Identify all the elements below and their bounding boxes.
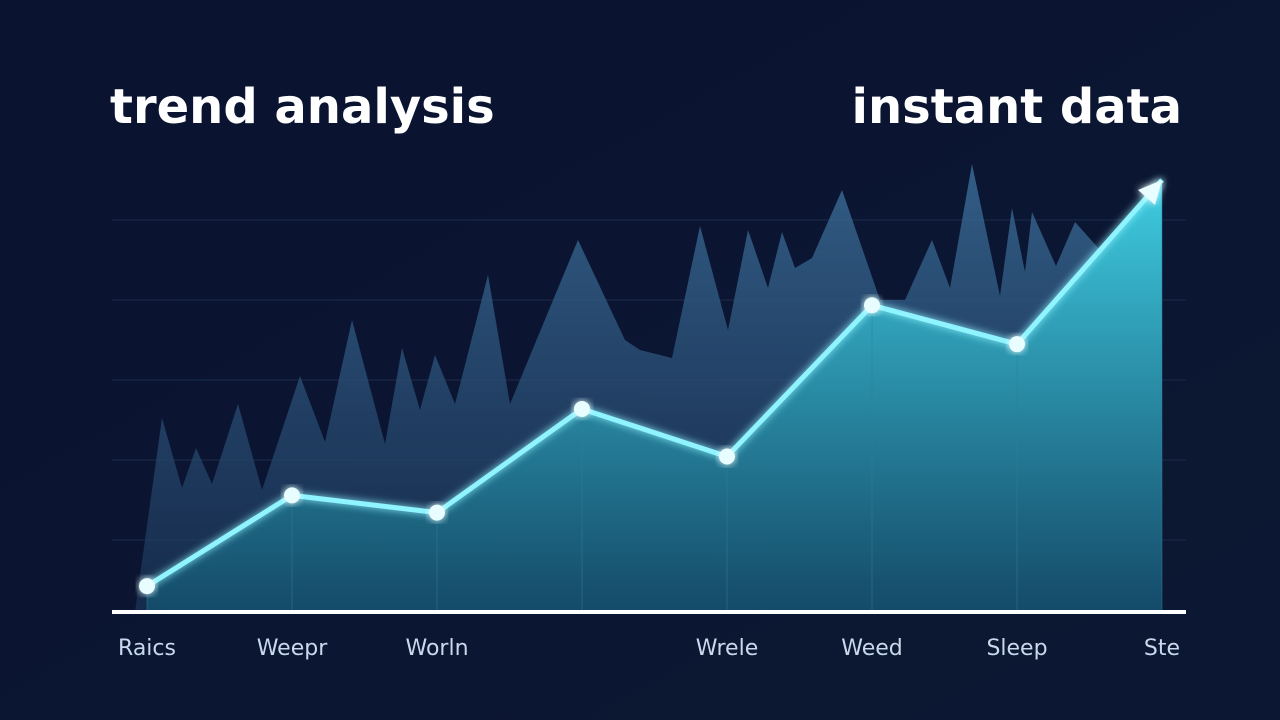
x-tick-label: Worln <box>405 636 468 661</box>
x-tick-label: Ste <box>1144 636 1180 661</box>
data-point <box>284 487 300 504</box>
data-point <box>719 448 735 465</box>
data-point <box>864 297 880 314</box>
data-point <box>139 578 155 595</box>
data-point <box>1009 336 1025 353</box>
x-tick-label: Wrele <box>696 636 759 661</box>
x-tick-label: Weed <box>841 636 903 661</box>
trend-line <box>145 178 1164 589</box>
area <box>147 180 1162 612</box>
x-tick-label: Sleep <box>986 636 1047 661</box>
x-tick-label: Weepr <box>257 636 328 661</box>
arrow-head <box>1138 180 1162 206</box>
data-point <box>574 400 590 417</box>
x-tick-label: Raics <box>118 636 176 661</box>
chart-title: trend analysis <box>110 79 495 135</box>
chart-subtitle: instant data <box>852 79 1182 135</box>
data-point <box>429 504 445 521</box>
